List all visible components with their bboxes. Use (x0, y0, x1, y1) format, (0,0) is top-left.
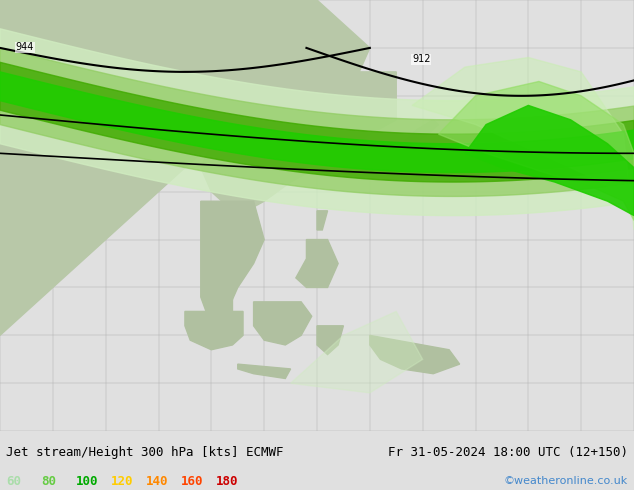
Polygon shape (439, 81, 634, 221)
Polygon shape (370, 120, 439, 172)
Polygon shape (185, 312, 243, 350)
Text: 180: 180 (216, 475, 238, 488)
Polygon shape (254, 302, 312, 345)
Text: 140: 140 (146, 475, 168, 488)
Polygon shape (0, 0, 370, 335)
Polygon shape (465, 105, 634, 216)
Polygon shape (0, 72, 634, 172)
Polygon shape (238, 364, 290, 378)
Text: 60: 60 (6, 475, 22, 488)
Polygon shape (0, 29, 634, 216)
Text: 912: 912 (412, 54, 430, 64)
Polygon shape (317, 326, 344, 355)
Polygon shape (0, 62, 634, 182)
Polygon shape (290, 312, 423, 393)
Text: 100: 100 (76, 475, 98, 488)
Polygon shape (370, 335, 460, 374)
Text: 944: 944 (16, 42, 34, 52)
Polygon shape (211, 297, 233, 331)
Polygon shape (201, 201, 264, 326)
Polygon shape (317, 211, 328, 230)
Text: Fr 31-05-2024 18:00 UTC (12+150): Fr 31-05-2024 18:00 UTC (12+150) (387, 446, 628, 459)
Text: 80: 80 (41, 475, 56, 488)
Text: Jet stream/Height 300 hPa [kts] ECMWF: Jet stream/Height 300 hPa [kts] ECMWF (6, 446, 284, 459)
Polygon shape (201, 72, 396, 216)
Text: ©weatheronline.co.uk: ©weatheronline.co.uk (503, 476, 628, 486)
Text: 120: 120 (111, 475, 133, 488)
Polygon shape (296, 240, 338, 288)
Text: 160: 160 (181, 475, 203, 488)
Polygon shape (0, 48, 634, 196)
Polygon shape (412, 57, 634, 230)
